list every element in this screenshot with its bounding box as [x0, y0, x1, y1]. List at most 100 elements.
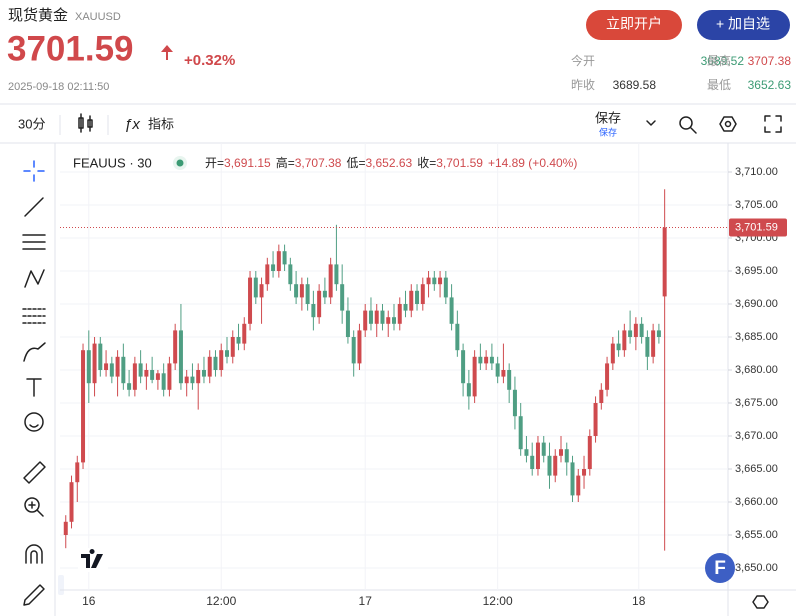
text-tool[interactable] — [26, 378, 42, 397]
parallel-tool[interactable] — [22, 234, 46, 250]
candle-body — [276, 251, 281, 271]
candle-body — [219, 350, 224, 370]
candle-body — [392, 317, 396, 324]
f-logo — [705, 553, 735, 583]
candle-body — [242, 323, 247, 344]
watchlist-button[interactable] — [697, 10, 790, 40]
candle-body — [478, 356, 483, 364]
candle-body — [121, 356, 126, 384]
candle-body — [593, 403, 598, 436]
snapshot-icon[interactable] — [679, 116, 697, 134]
settings-icon[interactable] — [719, 116, 737, 132]
last-price-label: 3,701.59 — [735, 221, 778, 233]
open-account-button[interactable] — [586, 10, 682, 40]
candle-body — [535, 442, 540, 469]
candle-body — [144, 370, 149, 377]
candle-body — [178, 330, 183, 384]
candle-body — [75, 462, 80, 483]
ruler-tool[interactable] — [23, 461, 46, 484]
y-tick-label: 3,680.00 — [735, 364, 778, 376]
y-tick-label: 3,655.00 — [735, 529, 778, 541]
candle-body — [236, 337, 241, 344]
candle-body — [213, 356, 218, 370]
stat-value: 3707.38 — [748, 54, 792, 68]
y-tick-label: 3,670.00 — [735, 430, 778, 442]
fib-tool[interactable] — [22, 308, 46, 324]
candle-body — [576, 475, 581, 496]
stat-value: 3689.58 — [613, 78, 657, 92]
candle-body — [328, 264, 333, 298]
collapse-handle[interactable] — [58, 575, 64, 595]
fullscreen-icon[interactable] — [764, 115, 782, 133]
candle-body — [449, 297, 454, 324]
pencil-tool[interactable] — [23, 584, 45, 606]
candle-body — [443, 277, 448, 298]
interval[interactable]: 30分 — [18, 116, 45, 131]
candle-body — [403, 304, 408, 311]
x-tick-label: 16 — [82, 594, 96, 608]
y-tick-label: 3,710.00 — [735, 166, 778, 178]
stat-label: 最高 — [707, 53, 731, 68]
chevron[interactable] — [646, 120, 656, 126]
magnet-tool[interactable] — [25, 544, 43, 564]
candle-body — [633, 323, 638, 337]
save[interactable]: 保存 — [595, 110, 621, 125]
y-tick-label: 3,650.00 — [735, 562, 778, 574]
y-tick-label: 3,695.00 — [735, 265, 778, 277]
candle-body — [345, 310, 350, 337]
candle-icon[interactable] — [78, 113, 93, 133]
candle-body — [167, 363, 172, 390]
candle-body — [587, 436, 592, 469]
candle-body — [438, 277, 443, 285]
candle-body — [150, 370, 155, 380]
candle-body — [190, 376, 195, 384]
last-price-tag — [729, 218, 787, 237]
candle-body — [553, 455, 558, 476]
candle-body — [201, 370, 206, 377]
candle-body — [564, 449, 569, 463]
candle-body — [248, 277, 253, 324]
line-tool[interactable] — [24, 197, 44, 217]
candle-body — [230, 337, 235, 357]
candle-body — [225, 350, 229, 357]
candle-body — [196, 370, 201, 384]
legend-label: 开= — [205, 156, 224, 170]
watchlist-label[interactable]: + 加自选 — [716, 16, 770, 32]
candle-body — [397, 304, 402, 324]
legend-label: 高= — [276, 155, 295, 170]
legend-value: 3,701.59 — [436, 156, 483, 170]
candle-body — [420, 284, 425, 304]
candle-body — [610, 343, 615, 364]
brush-tool[interactable] — [23, 342, 46, 362]
save-sub[interactable]: 保存 — [599, 126, 617, 137]
candle-body — [530, 455, 535, 469]
legend-change: +14.89 (+0.40%) — [488, 156, 577, 170]
candle-body — [104, 363, 109, 370]
axis-settings[interactable] — [752, 595, 769, 609]
price: 3701.59 — [7, 29, 134, 68]
candle-body — [599, 389, 604, 403]
candle-body — [547, 455, 552, 476]
candle-body — [461, 350, 466, 384]
indicators[interactable]: 指标 — [148, 116, 174, 131]
candle-body — [288, 264, 293, 285]
crosshair-tool[interactable] — [23, 160, 45, 182]
candle-body — [271, 264, 276, 271]
x-tick-label: 18 — [632, 594, 646, 608]
fx-icon[interactable]: ƒx — [124, 116, 140, 133]
timestamp: 2025-09-18 02:11:50 — [8, 81, 109, 93]
up-arrow — [161, 45, 173, 60]
tv-logo — [81, 549, 103, 568]
emoji-tool[interactable] — [24, 412, 44, 432]
candle-body — [662, 227, 667, 297]
open-account-label[interactable]: 立即开户 — [606, 16, 662, 32]
pattern-tool[interactable] — [24, 269, 45, 288]
candle-body — [351, 337, 356, 364]
x-tick-label: 17 — [359, 594, 373, 608]
candle-body — [380, 310, 385, 324]
zoom-tool[interactable] — [24, 497, 40, 513]
candle-body — [357, 330, 362, 364]
candle-body — [259, 284, 264, 298]
candle-body — [426, 277, 431, 285]
settings-dot — [724, 120, 732, 128]
